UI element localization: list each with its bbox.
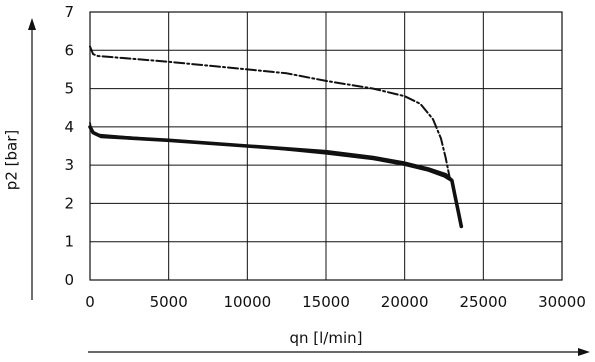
x-tick-label-3: 15000 bbox=[302, 293, 350, 311]
y-tick-label-4: 4 bbox=[64, 118, 74, 136]
x-tick-label-6: 30000 bbox=[538, 293, 586, 311]
series-group bbox=[88, 45, 464, 229]
y-tick-label-3: 3 bbox=[64, 156, 74, 174]
plot-frame bbox=[89, 11, 563, 281]
y-axis-title: p2 [bar] bbox=[3, 130, 21, 190]
x-tick-label-1: 5000 bbox=[150, 293, 188, 311]
x-tick-label-2: 10000 bbox=[223, 293, 271, 311]
x-tick-labels: 0 5000 10000 15000 20000 25000 30000 bbox=[85, 293, 586, 311]
y-tick-label-7: 7 bbox=[64, 3, 74, 21]
y-tick-label-1: 1 bbox=[64, 233, 74, 251]
x-axis-title: qn [l/min] bbox=[289, 329, 362, 347]
series-line-2 bbox=[88, 125, 464, 229]
y-tick-label-5: 5 bbox=[64, 80, 74, 98]
y-axis-arrow bbox=[28, 18, 36, 300]
series-line-0 bbox=[89, 45, 452, 182]
y-tick-label-6: 6 bbox=[64, 41, 74, 59]
y-tick-label-0: 0 bbox=[64, 271, 74, 289]
grid-lines bbox=[89, 11, 563, 281]
x-axis-arrow bbox=[88, 348, 590, 356]
y-tick-labels: 0 1 2 3 4 5 6 7 bbox=[64, 3, 74, 289]
y-tick-label-2: 2 bbox=[64, 194, 74, 212]
x-tick-label-4: 20000 bbox=[381, 293, 429, 311]
x-tick-label-0: 0 bbox=[85, 293, 95, 311]
series-line-1 bbox=[89, 122, 452, 182]
x-tick-label-5: 25000 bbox=[459, 293, 507, 311]
